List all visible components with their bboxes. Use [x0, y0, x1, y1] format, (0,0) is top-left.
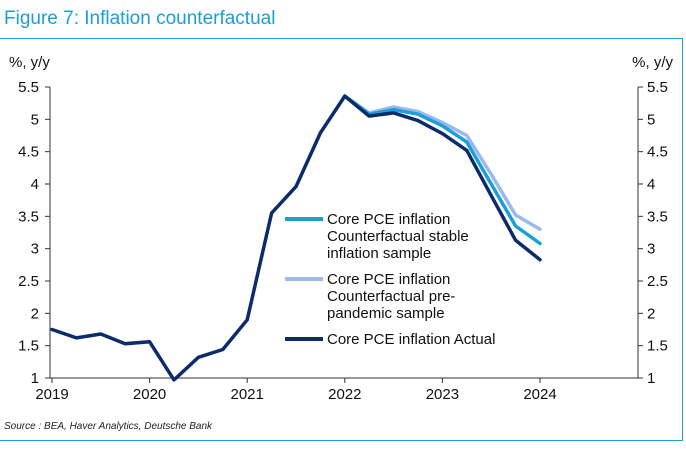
x-tick-label: 2021	[231, 386, 264, 403]
chart-series	[50, 94, 542, 382]
y-tick-label-left: 4	[31, 176, 39, 193]
series-line-2	[50, 94, 542, 382]
y-tick-label-left: 1	[31, 370, 39, 387]
y-tick-label-left: 5	[31, 111, 39, 128]
y-tick-label-right: 5	[647, 111, 655, 128]
x-tick-label: 2022	[328, 386, 361, 403]
y-axis-right-unit: %, y/y	[632, 54, 673, 71]
source-note: Source : BEA, Haver Analytics, Deutsche …	[4, 421, 213, 432]
y-tick-label-right: 2.5	[647, 273, 668, 290]
y-tick-label-right: 3.5	[647, 208, 668, 225]
chart-axes: %, y/y %, y/y 1 1 1.5 1.5 2 2 2.5 2.5 3 3 3.5 3.5 4 4 4.…	[9, 54, 673, 403]
x-tick-label: 2023	[426, 386, 459, 403]
right-border	[682, 38, 683, 440]
x-tick-label: 2024	[523, 386, 556, 403]
y-tick-label-left: 5.5	[18, 79, 39, 96]
y-tick-label-left: 1.5	[18, 338, 39, 355]
y-tick-label-right: 4	[647, 176, 655, 193]
x-tick-label: 2020	[133, 386, 166, 403]
y-tick-label-right: 2	[647, 305, 655, 322]
y-tick-label-right: 3	[647, 241, 655, 258]
legend-label-0: Core PCE inflation	[327, 211, 450, 228]
y-axis-left-unit: %, y/y	[9, 54, 50, 71]
y-tick-label-left: 2.5	[18, 273, 39, 290]
y-tick-label-right: 4.5	[647, 144, 668, 161]
legend-label-1: Core PCE inflation	[327, 271, 450, 288]
y-tick-label-right: 5.5	[647, 79, 668, 96]
legend-label-0: inflation sample	[327, 245, 431, 262]
title-rule	[0, 38, 682, 39]
legend-label-2: Core PCE inflation Actual	[327, 331, 495, 348]
y-tick-label-left: 2	[31, 305, 39, 322]
y-tick-label-left: 3	[31, 241, 39, 258]
x-tick-label: 2019	[35, 386, 68, 403]
y-tick-label-left: 3.5	[18, 208, 39, 225]
legend-label-1: pandemic sample	[327, 305, 445, 322]
series-line-0	[343, 94, 542, 246]
y-tick-label-left: 4.5	[18, 144, 39, 161]
bottom-border	[0, 440, 683, 441]
legend-label-0: Counterfactual stable	[327, 228, 469, 245]
y-tick-label-right: 1.5	[647, 338, 668, 355]
legend-label-1: Counterfactual pre-	[327, 288, 455, 305]
y-tick-label-right: 1	[647, 370, 655, 387]
figure-title: Figure 7: Inflation counterfactual	[4, 8, 276, 29]
